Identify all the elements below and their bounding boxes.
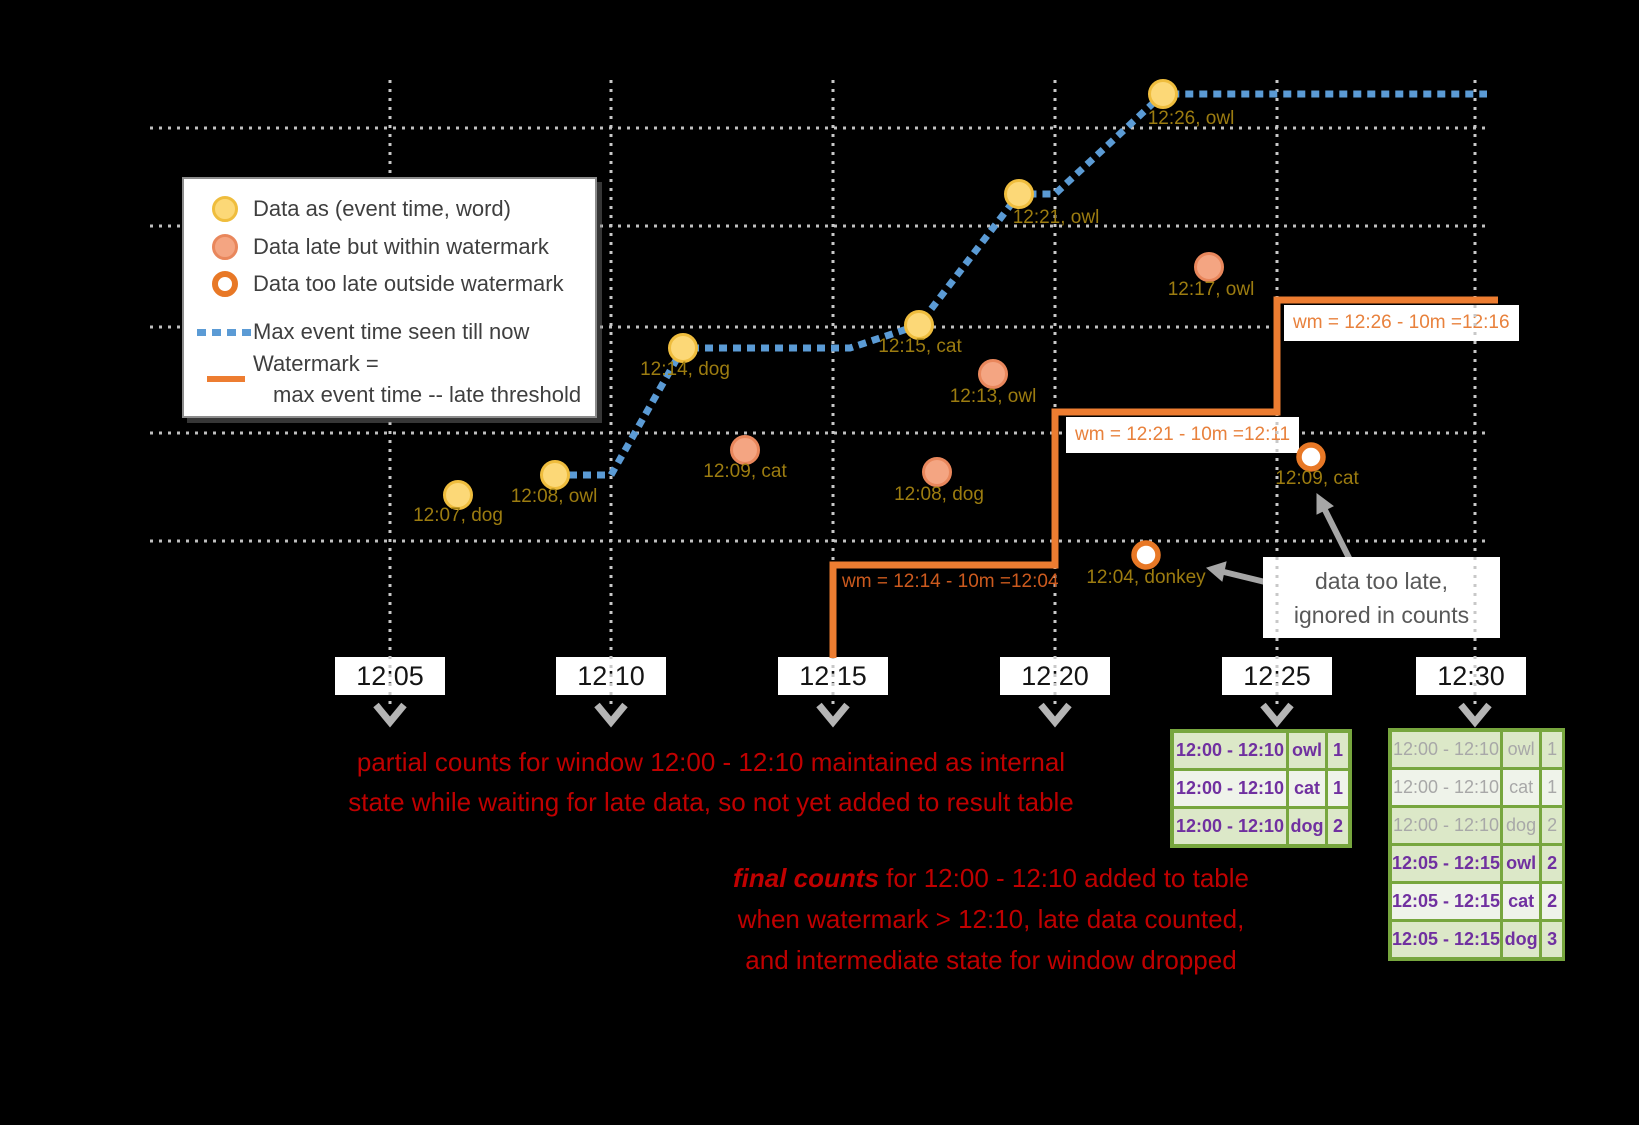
data-point-toolate [1296,442,1326,472]
data-point-label: 12:07, dog [413,505,503,526]
table-cell-word: owl [1289,733,1325,768]
table-cell-window: 12:05 - 12:15 [1392,884,1501,919]
result-table-12-30: 12:00 - 12:10 owl 1 12:00 - 12:10 cat 1 12:00 … [1388,728,1565,961]
data-point-ontime [668,333,698,363]
data-point-ontime [540,460,570,490]
data-point-label: 12:21, owl [1012,207,1100,228]
table-cell-count: 3 [1542,922,1563,957]
legend-label-max-event: Max event time seen till now [253,319,530,344]
table-cell-word: owl [1503,846,1540,881]
table-cell-word: dog [1289,809,1325,844]
table-cell-word: dog [1503,808,1540,843]
legend-label-watermark-2: max event time -- late threshold [273,382,582,407]
note-partial-line2: state while waiting for late data, so no… [348,787,1074,817]
table-cell-count: 2 [1542,808,1563,843]
data-point-label: 12:09, cat [703,461,787,482]
table-cell-word: dog [1503,922,1540,957]
data-point-label: 12:08, dog [894,484,984,505]
watermark-annotation-2: wm = 12:21 - 10m =12:11 [1066,417,1300,453]
legend-late-dot-icon [212,234,238,260]
result-table-12-25: 12:00 - 12:10 owl 1 12:00 - 12:10 cat 1 12:00 … [1170,729,1352,848]
legend-label-too-late: Data too late outside watermark [253,271,564,296]
data-point-label: 12:09, cat [1275,468,1359,489]
axis-arrowhead-icon [1038,702,1072,728]
table-cell-count: 1 [1328,733,1348,768]
data-point-ontime [1004,179,1034,209]
data-point-late [978,359,1008,389]
too-late-callout-line2: ignored in counts [1293,602,1470,628]
max-event-time-line [555,90,1487,479]
table-cell-word: cat [1289,771,1325,806]
table-cell-word: owl [1503,732,1540,767]
note-partial-line1: partial counts for window 12:00 - 12:10 … [356,747,1066,777]
table-cell-window: 12:00 - 12:10 [1174,771,1286,806]
data-point-label: 12:15, cat [878,336,962,357]
note-final-line1-rest: for 12:00 - 12:10 added to table [878,863,1249,893]
legend-too-late-dot-icon [212,271,238,297]
too-late-callout-line1: data too late, [1315,568,1448,594]
legend-max-event-line-icon [197,329,251,336]
axis-arrowhead-icon [1260,702,1294,728]
time-label-12-30: 12:30 [1416,657,1526,695]
legend-label-watermark: Watermark = [253,351,379,376]
watermark-annotation-3: wm = 12:26 - 10m =12:16 [1284,305,1519,341]
time-label-12-25: 12:25 [1222,657,1332,695]
table-cell-count: 1 [1542,732,1563,767]
axis-arrowheads [373,702,1492,728]
table-cell-count: 1 [1328,771,1348,806]
legend-watermark-line-icon [207,376,245,382]
data-point-ontime [904,310,934,340]
watermark-annotation-1: wm = 12:14 - 10m =12:04 [842,571,1059,592]
note-final-line3: and intermediate state for window droppe… [745,945,1237,975]
note-final-line1: final counts for 12:00 - 12:10 added to … [733,858,1249,899]
data-point-label: 12:26, owl [1147,108,1235,129]
axis-arrowhead-icon [594,702,628,728]
note-final-emphasis: final counts [733,863,879,893]
legend: Data as (event time, word) Data late but… [182,177,597,418]
axis-arrowhead-icon [373,702,407,728]
table-cell-window: 12:05 - 12:15 [1392,922,1501,957]
table-cell-window: 12:00 - 12:10 [1392,732,1501,767]
too-late-callout: data too late, ignored in counts [1263,557,1500,638]
table-cell-word: cat [1503,884,1540,919]
data-point-label: 12:17, owl [1167,279,1255,300]
data-point-late [1194,252,1224,282]
data-point-label: 12:13, owl [949,386,1037,407]
data-point-toolate [1131,540,1161,570]
table-cell-count: 1 [1542,770,1563,805]
legend-on-time-dot-icon [212,196,238,222]
data-point-ontime [1148,79,1178,109]
table-cell-window: 12:00 - 12:10 [1392,808,1501,843]
table-cell-window: 12:00 - 12:10 [1392,770,1501,805]
note-final-counts: final counts for 12:00 - 12:10 added to … [733,858,1249,981]
table-cell-count: 2 [1542,884,1563,919]
time-label-12-15: 12:15 [778,657,888,695]
table-cell-window: 12:05 - 12:15 [1392,846,1501,881]
data-point-label: 12:08, owl [510,486,598,507]
table-cell-word: cat [1503,770,1540,805]
axis-arrowhead-icon [1458,702,1492,728]
data-point-late [922,457,952,487]
time-label-12-10: 12:10 [556,657,666,695]
table-cell-count: 2 [1542,846,1563,881]
note-partial-counts: partial counts for window 12:00 - 12:10 … [348,742,1074,822]
data-point-late [730,435,760,465]
arrow-to-late-cat-head [1316,493,1334,515]
arrow-to-donkey-head [1205,561,1227,582]
data-point-label: 12:14, dog [640,359,730,380]
time-label-12-20: 12:20 [1000,657,1110,695]
axis-arrowhead-icon [816,702,850,728]
legend-label-late: Data late but within watermark [253,234,549,259]
data-point-label: 12:04, donkey [1086,567,1206,588]
note-final-line2: when watermark > 12:10, late data counte… [737,904,1245,934]
table-cell-window: 12:00 - 12:10 [1174,809,1286,844]
table-cell-window: 12:00 - 12:10 [1174,733,1286,768]
legend-label-on-time: Data as (event time, word) [253,196,511,221]
table-cell-count: 2 [1328,809,1348,844]
time-label-12-05: 12:05 [335,657,445,695]
